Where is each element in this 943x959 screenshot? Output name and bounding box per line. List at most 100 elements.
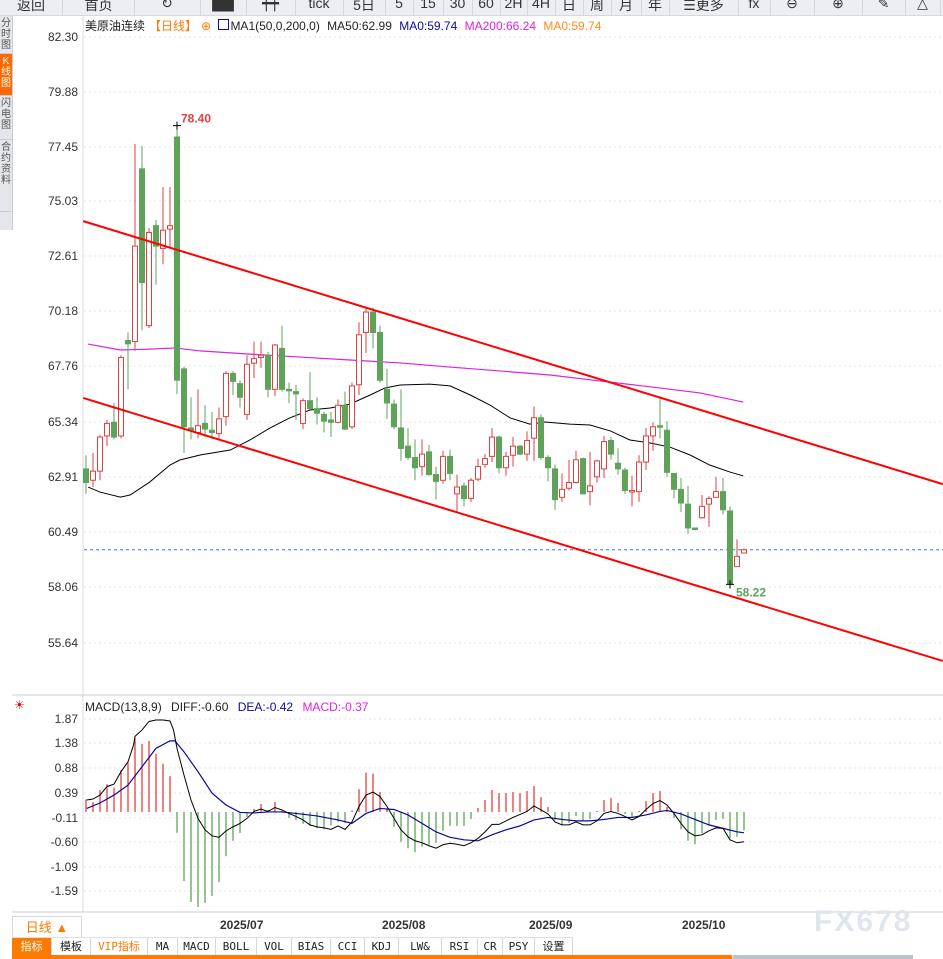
candle-body: [405, 445, 411, 459]
candle-body: [272, 344, 278, 390]
function-button[interactable]: fx: [738, 0, 771, 15]
period-tick-button[interactable]: tick: [295, 0, 344, 15]
period-60-button[interactable]: 60: [472, 0, 501, 15]
indicator-icon[interactable]: [218, 19, 230, 30]
back-arrow-button[interactable]: 返回: [0, 0, 63, 15]
chart-type-sidebar: 分时图 K线图 闪电图 合约资料: [0, 16, 13, 230]
candle-body: [356, 334, 362, 386]
triangle-button[interactable]: △: [905, 0, 941, 15]
button-label: 15: [420, 0, 436, 11]
candle-body: [209, 429, 215, 434]
candle-body: [713, 491, 719, 498]
candle-body: [265, 354, 271, 390]
button-label: 5: [395, 0, 403, 11]
dea-line: [86, 740, 745, 842]
button-label: 周: [590, 0, 604, 13]
candle-body: [573, 459, 579, 484]
dea-value: DEA:-0.42: [237, 700, 294, 714]
indicator-tabbar: 指标 模板 VIP指标 MA MACD BOLL VOL BIAS CCI KDJ LW& RSI CR…: [12, 937, 573, 955]
button-label: 2H: [504, 0, 523, 11]
channel-trendline: [82, 397, 943, 662]
menu-button[interactable]: ☰更多: [669, 0, 739, 15]
home-button[interactable]: 首页: [63, 0, 135, 15]
candle-body: [125, 339, 131, 345]
candle-body: [699, 505, 705, 519]
period-日-button[interactable]: 日: [555, 0, 584, 15]
diff-value: DIFF:-0.60: [171, 700, 229, 714]
candle-body: [97, 436, 103, 472]
candle-body: [384, 388, 390, 404]
indicator-tab[interactable]: BIAS: [292, 938, 331, 955]
candle-body: [111, 421, 117, 438]
period-年-button[interactable]: 年: [641, 0, 670, 15]
candle-body: [104, 422, 110, 437]
bar-chart-button[interactable]: ▆▇: [200, 0, 247, 15]
period-selector[interactable]: 日线 ▲: [12, 916, 82, 940]
macd-axis-label: 0.88: [54, 761, 78, 775]
candle-body: [475, 466, 481, 480]
candle-body: [202, 422, 208, 430]
candle-body: [174, 136, 180, 381]
indicator-tab[interactable]: PSY: [503, 938, 535, 955]
candlestick-button[interactable]: ┿┿: [246, 0, 296, 15]
indicator-tab[interactable]: KDJ: [365, 938, 399, 955]
refresh-button[interactable]: ↻: [134, 0, 201, 15]
ma-params: MA1(50,0,200,0): [230, 19, 320, 33]
indicator-tab[interactable]: LW&: [399, 938, 442, 955]
period-30-button[interactable]: 30: [443, 0, 473, 15]
tabbar-underline: [12, 955, 732, 959]
period-5-button[interactable]: 5: [385, 0, 414, 15]
sidebar-tab[interactable]: K线图: [0, 54, 12, 96]
zoom-in-icon: ⊕: [832, 0, 844, 11]
indicator-tab[interactable]: VIP指标: [91, 938, 148, 955]
sidebar-tab[interactable]: 闪电图: [0, 96, 12, 140]
candle-body: [692, 527, 698, 530]
sidebar-tab[interactable]: 分时图: [0, 16, 12, 54]
indicator-tab[interactable]: RSI: [442, 938, 478, 955]
candle-body: [83, 468, 89, 484]
candle-body: [538, 417, 544, 459]
date-label: 2025/07: [220, 918, 264, 932]
zoom-in-button[interactable]: ⊕: [814, 0, 863, 15]
candle-body: [678, 488, 684, 504]
settings-icon[interactable]: ⊕: [201, 19, 212, 33]
period-周-button[interactable]: 周: [583, 0, 612, 15]
indicator-tab[interactable]: MACD: [178, 938, 216, 955]
candle-body: [167, 225, 173, 230]
period-15-button[interactable]: 15: [413, 0, 444, 15]
indicator-tab[interactable]: CR: [478, 938, 503, 955]
indicator-tab[interactable]: VOL: [257, 938, 292, 955]
candle-body: [566, 482, 572, 489]
macd-settings-icon[interactable]: ☀: [14, 698, 25, 712]
button-label: tick: [308, 0, 330, 11]
candle-body: [251, 358, 257, 364]
horizontal-scrollbar[interactable]: [733, 955, 913, 959]
candle-body: [650, 426, 656, 437]
ma-legend: 美原油连续 【日线】 ⊕ MA1(50,0,200,0) MA50:62.99 MA…: [85, 17, 605, 34]
ma50-value: MA50:62.99: [327, 19, 392, 33]
macd-value: MACD:-0.37: [302, 700, 369, 714]
indicator-tab[interactable]: 模板: [52, 938, 91, 955]
candle-body: [496, 436, 502, 469]
macd-axis-label: 1.87: [54, 712, 78, 726]
indicator-tab[interactable]: CCI: [331, 938, 365, 955]
zoom-out-button[interactable]: ⊖: [770, 0, 815, 15]
sidebar-tab[interactable]: 合约资料: [0, 140, 12, 212]
indicator-tab[interactable]: 指标: [12, 938, 52, 955]
period-5日-button[interactable]: 5日: [343, 0, 386, 15]
indicator-tab[interactable]: MA: [148, 938, 178, 955]
macd-axis-label: -0.60: [50, 835, 78, 849]
macd-axis-label: 0.39: [54, 786, 78, 800]
pencil-button[interactable]: ✎: [862, 0, 906, 15]
period-2H-button[interactable]: 2H: [500, 0, 528, 15]
period-4H-button[interactable]: 4H: [527, 0, 556, 15]
macd-axis-label: -1.09: [50, 860, 78, 874]
ma200-line: [87, 343, 744, 403]
indicator-tab[interactable]: 设置: [535, 938, 573, 955]
candle-body: [314, 408, 320, 414]
period-月-button[interactable]: 月: [611, 0, 642, 15]
price-axis-label: 55.64: [47, 636, 78, 650]
indicator-tab[interactable]: BOLL: [216, 938, 257, 955]
candle-body: [139, 168, 145, 283]
